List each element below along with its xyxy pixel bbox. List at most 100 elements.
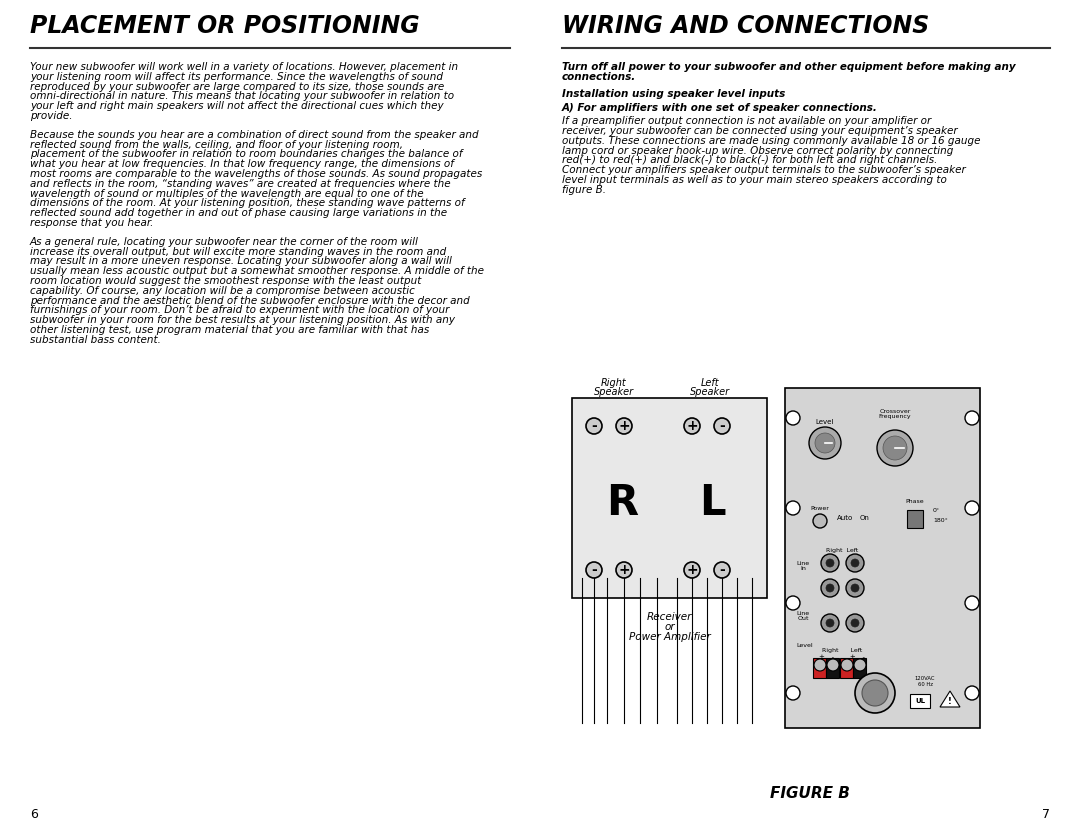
Circle shape xyxy=(786,501,800,515)
Text: Power Amplifier: Power Amplifier xyxy=(629,632,711,642)
Circle shape xyxy=(851,559,859,567)
Circle shape xyxy=(826,559,834,567)
Text: Right: Right xyxy=(602,378,626,388)
Text: +: + xyxy=(618,419,630,433)
Text: +: + xyxy=(686,563,698,577)
Circle shape xyxy=(714,418,730,434)
Text: Connect your amplifiers speaker output terminals to the subwoofer’s speaker: Connect your amplifiers speaker output t… xyxy=(562,165,966,175)
Text: Speaker: Speaker xyxy=(594,387,634,397)
Circle shape xyxy=(786,686,800,700)
Text: Right      Left: Right Left xyxy=(822,648,862,653)
Text: reflected sound from the walls, ceiling, and floor of your listening room,: reflected sound from the walls, ceiling,… xyxy=(30,139,403,149)
Circle shape xyxy=(846,579,864,597)
Circle shape xyxy=(862,680,888,706)
Text: Installation using speaker level inputs: Installation using speaker level inputs xyxy=(562,88,785,98)
Circle shape xyxy=(684,418,700,434)
Text: +: + xyxy=(686,419,698,433)
Circle shape xyxy=(966,686,978,700)
Bar xyxy=(853,658,866,678)
Circle shape xyxy=(846,614,864,632)
Text: In: In xyxy=(800,566,806,571)
Text: 120VAC
60 Hz: 120VAC 60 Hz xyxy=(915,676,935,687)
Text: Power: Power xyxy=(811,506,829,511)
Text: WIRING AND CONNECTIONS: WIRING AND CONNECTIONS xyxy=(562,14,929,38)
Circle shape xyxy=(714,562,730,578)
Circle shape xyxy=(684,562,700,578)
Text: -: - xyxy=(719,419,725,433)
Text: subwoofer in your room for the best results at your listening position. As with : subwoofer in your room for the best resu… xyxy=(30,315,455,325)
Text: +   -       +   -: + - + - xyxy=(819,654,865,660)
Circle shape xyxy=(616,562,632,578)
Text: lamp cord or speaker hook-up wire. Observe correct polarity by connecting: lamp cord or speaker hook-up wire. Obser… xyxy=(562,146,954,156)
Circle shape xyxy=(826,619,834,627)
Text: response that you hear.: response that you hear. xyxy=(30,218,153,228)
Text: PLACEMENT OR POSITIONING: PLACEMENT OR POSITIONING xyxy=(30,14,420,38)
Text: -: - xyxy=(591,563,597,577)
Circle shape xyxy=(851,619,859,627)
Circle shape xyxy=(966,596,978,610)
Text: outputs. These connections are made using commonly available 18 or 16 gauge: outputs. These connections are made usin… xyxy=(562,136,981,146)
Text: figure B.: figure B. xyxy=(562,185,606,195)
Text: performance and the aesthetic blend of the subwoofer enclosure with the decor an: performance and the aesthetic blend of t… xyxy=(30,295,470,305)
Text: level input terminals as well as to your main stereo speakers according to: level input terminals as well as to your… xyxy=(562,175,947,185)
Text: Your new subwoofer will work well in a variety of locations. However, placement : Your new subwoofer will work well in a v… xyxy=(30,62,458,72)
Bar xyxy=(910,694,930,708)
Text: dimensions of the room. At your listening position, these standing wave patterns: dimensions of the room. At your listenin… xyxy=(30,198,464,208)
Text: Level: Level xyxy=(797,643,813,648)
Text: 0°: 0° xyxy=(933,508,940,513)
Text: reproduced by your subwoofer are large compared to its size, those sounds are: reproduced by your subwoofer are large c… xyxy=(30,82,444,92)
Text: -: - xyxy=(719,563,725,577)
Text: substantial bass content.: substantial bass content. xyxy=(30,334,161,344)
Text: furnishings of your room. Don’t be afraid to experiment with the location of you: furnishings of your room. Don’t be afrai… xyxy=(30,305,449,315)
Text: !: ! xyxy=(948,696,951,706)
Text: As a general rule, locating your subwoofer near the corner of the room will: As a general rule, locating your subwoof… xyxy=(30,237,419,247)
Circle shape xyxy=(813,514,827,528)
Text: FIGURE B: FIGURE B xyxy=(770,786,850,801)
Text: Crossover: Crossover xyxy=(879,409,910,414)
Text: increase its overall output, but will excite more standing waves in the room and: increase its overall output, but will ex… xyxy=(30,247,446,257)
Text: receiver, your subwoofer can be connected using your equipment’s speaker: receiver, your subwoofer can be connecte… xyxy=(562,126,958,136)
Bar xyxy=(826,658,839,678)
Text: other listening test, use program material that you are familiar with that has: other listening test, use program materi… xyxy=(30,325,429,335)
Text: 7: 7 xyxy=(1042,808,1050,821)
Circle shape xyxy=(855,673,895,713)
Text: Left: Left xyxy=(701,378,719,388)
Text: If a preamplifier output connection is not available on your amplifier or: If a preamplifier output connection is n… xyxy=(562,116,931,126)
Text: most rooms are comparable to the wavelengths of those sounds. As sound propagate: most rooms are comparable to the wavelen… xyxy=(30,169,483,179)
Text: Out: Out xyxy=(797,616,809,621)
Polygon shape xyxy=(940,691,960,707)
Text: On: On xyxy=(860,515,869,521)
Circle shape xyxy=(846,554,864,572)
Circle shape xyxy=(815,433,835,453)
Text: room location would suggest the smoothest response with the least output: room location would suggest the smoothes… xyxy=(30,276,421,286)
Circle shape xyxy=(616,418,632,434)
Circle shape xyxy=(826,584,834,592)
Text: A) For amplifiers with one set of speaker connections.: A) For amplifiers with one set of speake… xyxy=(562,103,878,113)
Text: 6: 6 xyxy=(30,808,38,821)
Text: may result in a more uneven response. Locating your subwoofer along a wall will: may result in a more uneven response. Lo… xyxy=(30,256,451,266)
Text: Right  Left: Right Left xyxy=(826,548,859,553)
Bar xyxy=(907,510,923,528)
Circle shape xyxy=(814,659,826,671)
Text: red(+) to red(+) and black(-) to black(-) for both left and right channels.: red(+) to red(+) and black(-) to black(-… xyxy=(562,155,937,165)
Circle shape xyxy=(786,596,800,610)
Text: wavelength of sound or multiples of the wavelength are equal to one of the: wavelength of sound or multiples of the … xyxy=(30,188,423,198)
Circle shape xyxy=(809,427,841,459)
Text: Line: Line xyxy=(796,611,810,616)
Text: UL: UL xyxy=(915,698,924,704)
Text: Line: Line xyxy=(796,561,810,566)
Text: placement of the subwoofer in relation to room boundaries changes the balance of: placement of the subwoofer in relation t… xyxy=(30,149,462,159)
Text: capability. Of course, any location will be a compromise between acoustic: capability. Of course, any location will… xyxy=(30,286,415,296)
Circle shape xyxy=(966,501,978,515)
Text: your listening room will affect its performance. Since the wavelengths of sound: your listening room will affect its perf… xyxy=(30,72,443,82)
Circle shape xyxy=(841,659,853,671)
Text: R: R xyxy=(606,482,638,524)
Text: L: L xyxy=(699,482,726,524)
Text: +: + xyxy=(618,563,630,577)
Text: Turn off all power to your subwoofer and other equipment before making any: Turn off all power to your subwoofer and… xyxy=(562,62,1015,72)
Circle shape xyxy=(877,430,913,466)
Circle shape xyxy=(854,659,866,671)
Text: provide.: provide. xyxy=(30,111,72,121)
Text: and reflects in the room, “standing waves” are created at frequencies where the: and reflects in the room, “standing wave… xyxy=(30,178,450,188)
Circle shape xyxy=(883,436,907,460)
